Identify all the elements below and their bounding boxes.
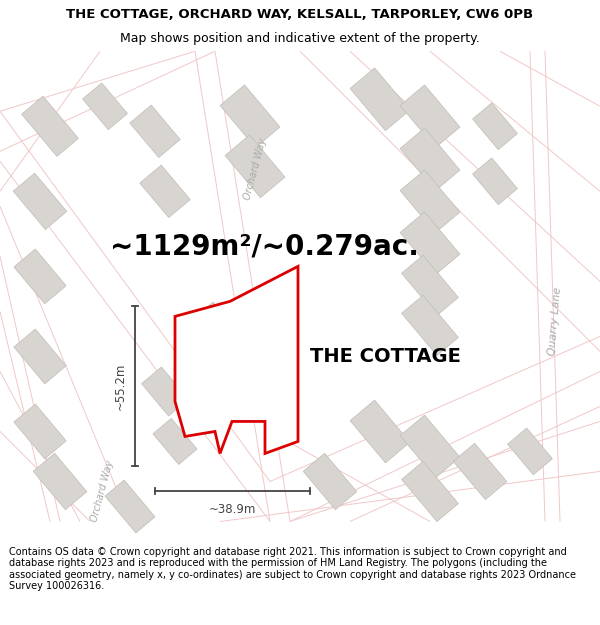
Text: Map shows position and indicative extent of the property.: Map shows position and indicative extent… [120, 32, 480, 45]
Text: Orchard Way: Orchard Way [89, 459, 115, 523]
Polygon shape [350, 400, 410, 462]
Polygon shape [153, 418, 197, 464]
Polygon shape [473, 158, 517, 204]
Polygon shape [400, 85, 460, 148]
Polygon shape [400, 415, 460, 478]
Text: THE COTTAGE: THE COTTAGE [310, 347, 461, 366]
Text: Orchard Way: Orchard Way [242, 138, 268, 201]
Polygon shape [400, 170, 460, 232]
Polygon shape [473, 103, 517, 149]
Polygon shape [453, 443, 507, 499]
Polygon shape [225, 135, 285, 198]
Polygon shape [140, 165, 190, 217]
Polygon shape [175, 266, 298, 454]
Polygon shape [83, 83, 127, 129]
Polygon shape [105, 480, 155, 533]
Text: Orchard Way: Orchard Way [174, 314, 200, 378]
Polygon shape [14, 404, 66, 459]
Polygon shape [33, 453, 87, 509]
Polygon shape [13, 173, 67, 229]
Polygon shape [130, 105, 180, 158]
Polygon shape [142, 367, 188, 416]
Polygon shape [196, 302, 234, 341]
Polygon shape [220, 85, 280, 148]
Polygon shape [400, 128, 460, 191]
Polygon shape [303, 453, 357, 509]
Polygon shape [400, 212, 460, 275]
Text: ~55.2m: ~55.2m [114, 362, 127, 410]
Polygon shape [14, 329, 66, 384]
Text: Contains OS data © Crown copyright and database right 2021. This information is : Contains OS data © Crown copyright and d… [9, 547, 576, 591]
Text: ~38.9m: ~38.9m [209, 504, 256, 516]
Polygon shape [401, 461, 458, 521]
Text: ~1129m²/~0.279ac.: ~1129m²/~0.279ac. [110, 232, 419, 261]
Polygon shape [401, 295, 458, 356]
Polygon shape [14, 249, 66, 304]
Polygon shape [22, 96, 79, 156]
Text: THE COTTAGE, ORCHARD WAY, KELSALL, TARPORLEY, CW6 0PB: THE COTTAGE, ORCHARD WAY, KELSALL, TARPO… [67, 8, 533, 21]
Polygon shape [508, 428, 553, 475]
Text: Quarry Lane: Quarry Lane [547, 287, 563, 356]
Polygon shape [350, 68, 410, 131]
Polygon shape [401, 255, 458, 316]
